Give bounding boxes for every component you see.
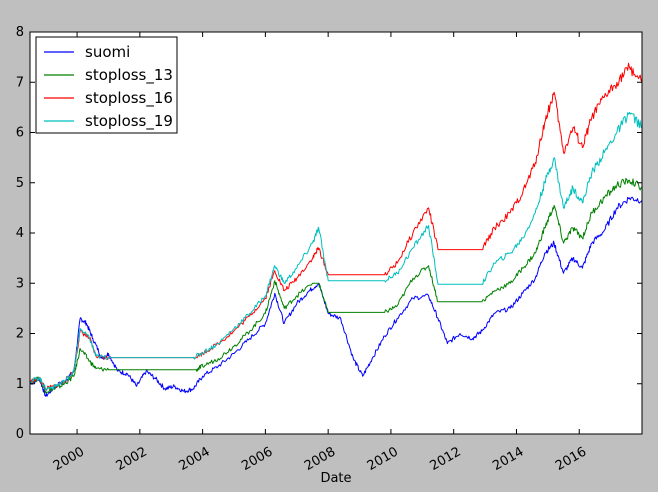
series-line-stoploss_19 [29,111,643,391]
y-tick-label: 6 [16,126,24,141]
y-tick-label: 1 [16,377,24,392]
y-tick-label: 2 [16,327,24,342]
series-line-stoploss_13 [29,178,643,394]
y-tick-label: 7 [16,75,24,90]
series-layer [29,62,643,397]
series-line-stoploss_16 [29,62,643,391]
y-tick-label: 5 [16,176,24,191]
x-axis-label: Date [320,471,351,486]
y-tick-label: 0 [16,427,24,442]
legend-label: stoploss_16 [85,89,173,108]
y-tick-label: 3 [16,276,24,291]
y-tick-label: 8 [16,25,24,40]
legend: suomi stoploss_13 stoploss_16 stoploss_19 [35,36,178,134]
legend-label: stoploss_19 [85,112,173,131]
legend-label: stoploss_13 [85,66,173,85]
y-tick-label: 4 [16,226,24,241]
legend-label: suomi [85,43,130,61]
legend-box [35,36,178,134]
